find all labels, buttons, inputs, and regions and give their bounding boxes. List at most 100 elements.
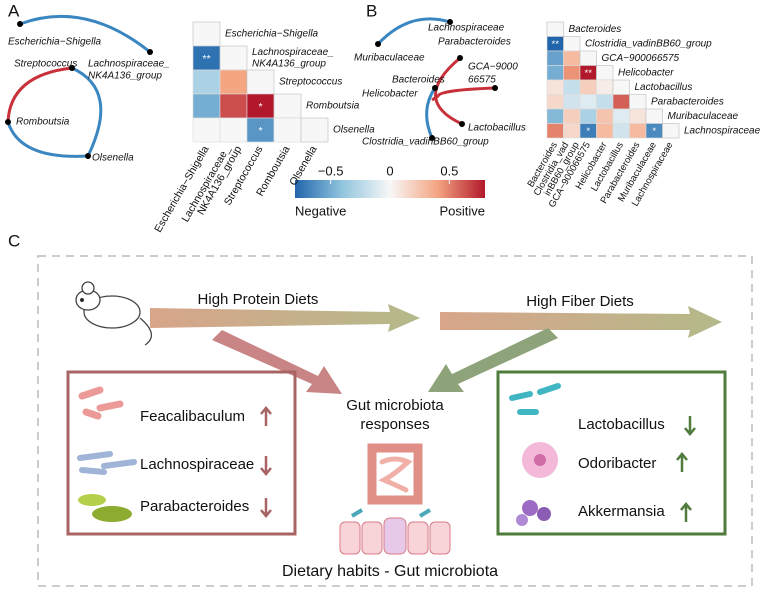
heat-cell [192, 117, 221, 143]
heat-cell [579, 79, 597, 95]
tick-label: 0 [386, 163, 393, 178]
node-label: Bacteroides [392, 75, 445, 86]
heat-cell [546, 94, 564, 110]
heat-cell [596, 79, 614, 95]
diagonal-cell [192, 21, 221, 47]
row-label: Clostridia_vadinBB60_group [585, 38, 712, 49]
node-label: Escherichia−Shigella [8, 37, 102, 48]
diagonal-cell [563, 36, 581, 52]
edge [6, 66, 73, 123]
row-label: Romboutsia [306, 101, 360, 112]
taxon-label: Feacalibaculum [140, 408, 245, 425]
significance: ** [585, 68, 593, 79]
row-label: Olsenella [333, 125, 375, 136]
heat-cell [629, 123, 647, 139]
taxon-label: Akkermansia [578, 503, 665, 520]
heat-cell [192, 69, 221, 95]
heat-cell [563, 79, 581, 95]
heat-cell [192, 93, 221, 119]
box [66, 370, 297, 536]
diagonal-cell [645, 108, 663, 124]
edge [19, 14, 151, 54]
taxon-label: Lachnospiraceae [140, 456, 254, 473]
heat-cell [546, 79, 564, 95]
row-label: Bacteroides [569, 24, 622, 35]
heat-cell [579, 94, 597, 110]
row-label: Streptococcus [279, 77, 342, 88]
heat-cell [596, 123, 614, 139]
node-label: GCA−9000 [468, 62, 518, 73]
legend-label: Positive [439, 203, 485, 218]
node-label: 66575 [468, 75, 496, 86]
row-label: Helicobacter [618, 67, 674, 78]
arrow [440, 306, 722, 338]
row-label: Parabacteroides [651, 96, 724, 107]
node-label: Lactobacillus [468, 123, 526, 134]
significance: * [652, 126, 656, 137]
heat-cell [546, 65, 564, 81]
diagonal-cell [596, 65, 614, 81]
box [496, 370, 727, 536]
heat-cell [219, 69, 248, 95]
significance: * [586, 126, 590, 137]
heat-cell [596, 94, 614, 110]
trend-arrows [260, 406, 696, 522]
node-label: Olsenella [92, 153, 134, 164]
heat-cell [563, 94, 581, 110]
panel-label: B [366, 1, 377, 20]
heat-cell [579, 108, 597, 124]
heat-cell [612, 123, 630, 139]
heat-cell [219, 117, 248, 143]
significance: * [258, 125, 262, 137]
diagonal-cell [629, 94, 647, 110]
figure-title: Dietary habits - Gut microbiota [282, 563, 498, 580]
heat-cell [246, 117, 275, 143]
row-label: Escherichia−Shigella [225, 29, 319, 40]
heat-cell [546, 50, 564, 66]
bacteria-icons [77, 383, 561, 526]
network-a [5, 14, 153, 159]
color-bar [295, 180, 485, 198]
panel-label: C [8, 231, 20, 250]
diagonal-cell [246, 69, 275, 95]
significance: ** [202, 53, 210, 65]
node-label: Lachnospiraceae [428, 23, 505, 34]
panel-label: A [8, 1, 20, 20]
heat-cell [563, 65, 581, 81]
node-label: Parabacteroides [438, 37, 511, 48]
row-label: Lachnospiraceae [684, 125, 761, 136]
edge [71, 66, 103, 157]
row-label: GCA−900066575 [602, 53, 680, 64]
node-label: Helicobacter [362, 89, 418, 100]
heat-cell [563, 108, 581, 124]
heat-cell [612, 94, 630, 110]
heat-cell [596, 108, 614, 124]
edge [425, 87, 437, 139]
arrow [428, 328, 558, 392]
node-label: Muribaculaceae [354, 53, 425, 64]
arrow [150, 304, 420, 332]
diagonal-cell [273, 93, 302, 119]
node-label: Lachnospiraceae_ [88, 59, 170, 70]
heat-cell [629, 108, 647, 124]
significance: ** [552, 39, 560, 50]
legend-label: Negative [295, 203, 346, 218]
edge [6, 121, 89, 158]
diagonal-cell [219, 45, 248, 71]
row-label: NK4A136_group [252, 58, 326, 69]
center-text: Gut microbiota [346, 397, 444, 414]
tick-label: 0.5 [440, 163, 458, 178]
edge [431, 86, 496, 102]
heat-cell [219, 93, 248, 119]
edge [434, 56, 463, 126]
row-label: Lachnospiraceae_ [252, 47, 334, 58]
row-label: Lactobacillus [635, 82, 693, 93]
taxon-label: Odoribacter [578, 455, 656, 472]
heat-cell [546, 108, 564, 124]
node-label: Streptococcus [14, 59, 77, 70]
heat-cell [273, 117, 302, 143]
network-b [375, 17, 498, 141]
node-label: Clostridia_vadinBB60_group [362, 137, 489, 148]
node-label: Romboutsia [16, 117, 70, 128]
